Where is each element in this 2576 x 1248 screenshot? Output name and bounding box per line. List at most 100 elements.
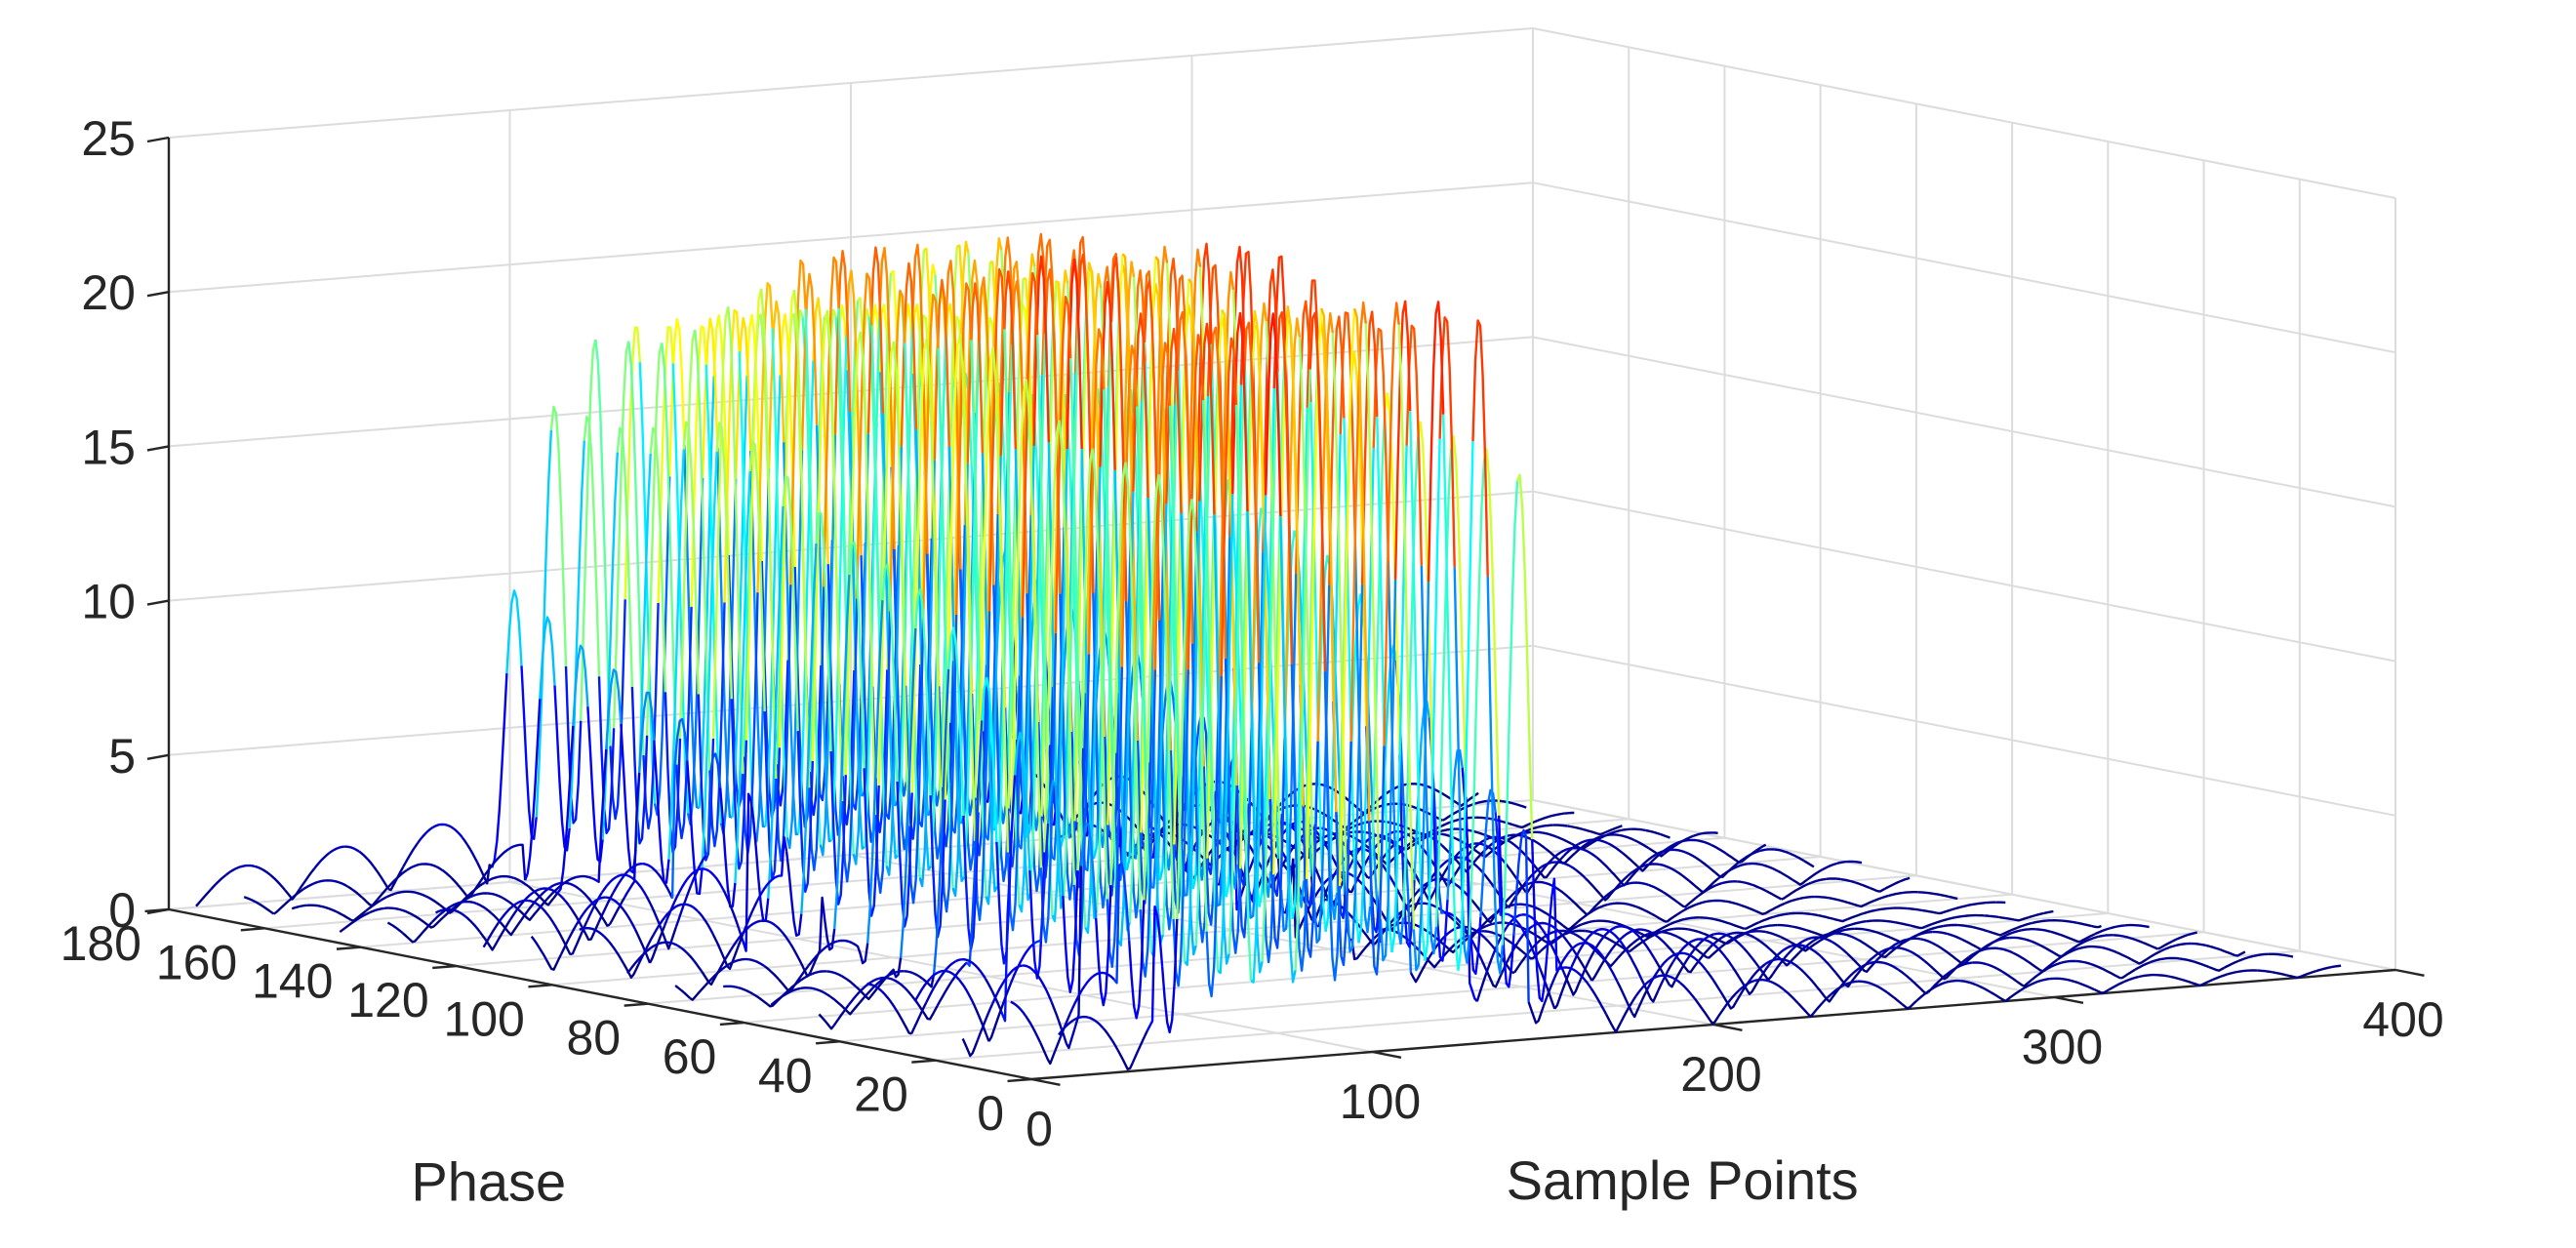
trace-segment [694,329,711,771]
trace-segment [1813,933,1830,942]
trace-segment [1721,880,1738,885]
trace-segment [1857,939,1874,950]
trace-segment [1653,958,1670,986]
trace-segment [475,902,493,914]
trace-segment [520,665,538,840]
trace-segment [759,288,778,780]
trace-segment [1190,499,1208,932]
trace-segment [885,446,903,876]
trace-segment [1143,474,1160,901]
trace-segment [421,863,437,868]
trace-segment [940,614,958,913]
trace-segment [962,341,981,877]
trace-segment [1869,929,1885,937]
trace-segment [913,978,931,1002]
trace-segment [2191,942,2206,946]
trace-segment [1146,906,1164,1031]
trace-segment [1353,307,1371,822]
trace-segment [1323,671,1342,982]
trace-segment [852,433,870,866]
trace-segment [825,309,844,802]
trace-segment [674,985,692,999]
trace-segment [1500,833,1516,840]
trace-segment [1076,448,1094,871]
trace-segment [1468,459,1486,936]
trace-segment [1946,979,1961,984]
trace-segment [2027,960,2044,973]
trace-segment [2016,979,2033,987]
trace-segment [1552,824,1568,827]
trace-segment [539,616,556,700]
trace-segment [1662,891,1679,904]
trace-segment [2115,950,2133,961]
trace-segment [1777,923,1792,928]
trace-segment [940,960,957,978]
trace-segment [1862,908,1878,915]
trace-segment [1051,449,1068,923]
trace-segment [527,899,544,910]
trace-segment [1194,383,1213,946]
trace-segment [1622,852,1639,867]
trace-segment [1482,448,1501,816]
trace-segment [818,896,836,951]
trace-segment [652,912,669,936]
trace-segment [1521,876,1539,894]
z-tick-label: 15 [81,420,136,474]
trace-segment [1439,927,1456,943]
trace-segment [1088,268,1106,738]
trace-segment [807,948,825,967]
trace-segment [1671,943,1689,963]
phase-tick-label: 120 [347,973,428,1027]
trace-segment [2020,928,2036,932]
trace-segment [845,269,863,556]
trace-segment [417,825,434,844]
trace-segment [1409,783,1425,787]
trace-segment [589,896,606,906]
trace-segment [1538,824,1553,828]
trace-segment [1924,920,1941,928]
trace-segment [1890,938,1907,948]
grid-line [1532,799,2396,971]
trace-segment [815,512,832,752]
trace-segment [1957,923,1974,929]
trace-segment [630,686,649,845]
trace-segment [660,927,677,950]
trace-segment [2001,926,2019,936]
trace-segment [1068,985,1086,1015]
trace-segment [1691,888,1709,902]
trace-segment [1666,910,1682,923]
trace-segment [2109,924,2125,930]
trace-segment [1629,864,1646,875]
trace-segment [1645,828,1661,836]
trace-segment [1555,835,1572,845]
trace-segment [718,960,736,973]
trace-segment [1463,842,1479,850]
trace-segment [1820,955,1837,974]
trace-segment [1698,933,1714,946]
trace-segment [1533,864,1550,879]
trace-segment [1010,379,1027,831]
trace-segment [195,888,212,907]
trace-segment [1772,953,1790,975]
trace-segment [1611,825,1623,831]
trace-segment [863,977,879,989]
trace-segment [568,440,585,828]
trace-segment [619,905,636,930]
trace-segment [1250,495,1268,984]
x-tick [1372,1050,1402,1059]
trace-segment [2131,958,2148,965]
trace-segment [624,326,641,600]
trace-segment [1915,987,1933,1002]
trace-segment [1676,899,1694,908]
trace-segment [1928,924,1945,932]
trace-segment [1099,971,1115,981]
trace-segment [2017,921,2033,929]
phase-tick-label: 100 [443,991,524,1046]
trace-segment [1642,982,1660,1003]
trace-segment [1587,942,1604,957]
trace-segment [1467,858,1483,873]
trace-segment [1153,342,1172,670]
trace-segment [2064,978,2080,985]
trace-segment [1972,961,1988,966]
z-tick [146,907,170,915]
